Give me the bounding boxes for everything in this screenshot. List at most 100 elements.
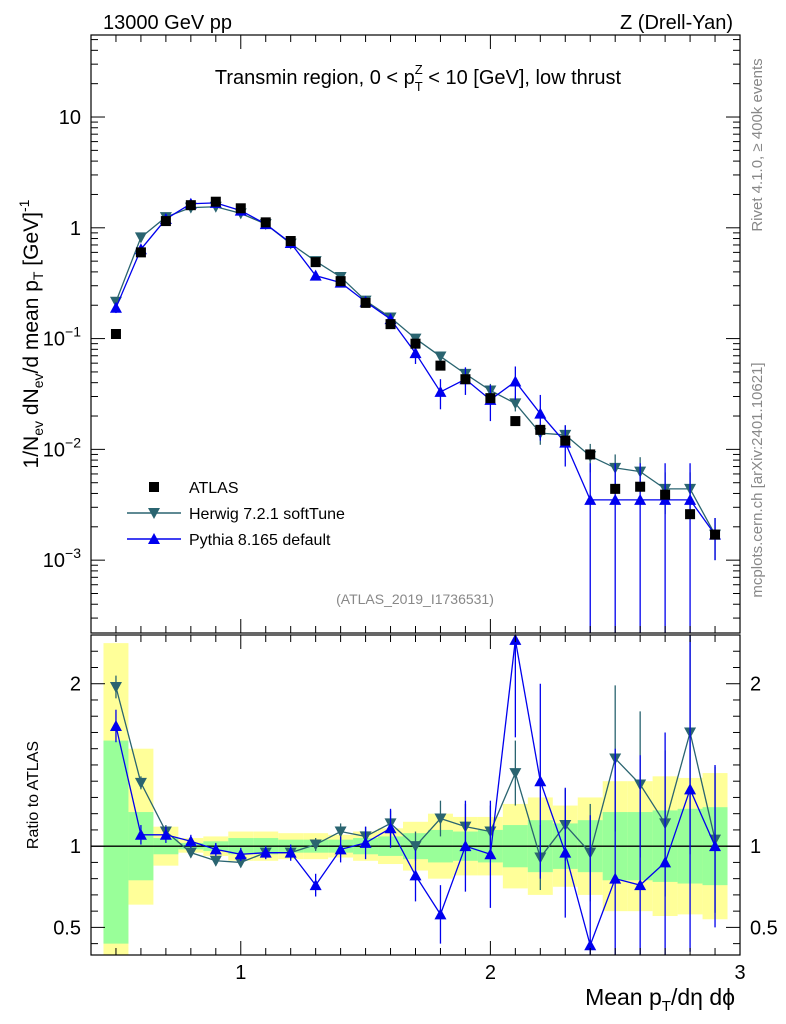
data-point: [710, 529, 721, 540]
energy-label: 13000 GeV pp: [103, 12, 232, 34]
main-y-tick-label: 10−2: [43, 434, 81, 461]
ratio-data-point: [309, 879, 322, 891]
x-tick-label: 1: [235, 962, 246, 984]
ratio-data-point: [509, 768, 522, 780]
ratio-data-point: [184, 835, 197, 847]
data-point: [235, 203, 246, 214]
mcplots-label: mcplots.cern.ch [arXiv:2401.10621]: [749, 362, 766, 597]
ratio-data-point: [634, 879, 647, 891]
data-point: [434, 385, 447, 397]
ratio-data-point: [409, 869, 422, 881]
x-tick-label: 3: [734, 962, 745, 984]
ratio-panel: 0.5 0.5 1 1 2 2 1 2 3 Ratio to ATLAS Mean pT/dη …: [25, 633, 778, 1015]
series-pythia-8-165-default: [109, 196, 722, 633]
ratio-data-point: [584, 939, 597, 951]
ratio-data-point: [659, 856, 672, 868]
ratio-data-point: [359, 836, 372, 848]
ratio-data-layer: [91, 633, 740, 955]
data-point: [360, 297, 371, 308]
data-point: [460, 374, 471, 385]
legend: ATLAS Herwig 7.2.1 softTune Pythia 8.165 d…: [127, 480, 345, 549]
ratio-data-point: [609, 872, 622, 884]
data-point: [109, 301, 122, 313]
series-atlas: [110, 196, 721, 540]
data-point: [185, 200, 196, 211]
ratio-data-point: [234, 848, 247, 860]
ratio-data-point: [409, 841, 422, 853]
ratio-series-pythia-8-165-default: [109, 633, 722, 955]
legend-marker: [148, 508, 160, 519]
data-point: [410, 338, 421, 349]
main-ticks: 10 1 10−1 10−2 10−3: [43, 35, 741, 633]
ratio-y-tick-label: 0.5: [53, 917, 81, 939]
data-point: [509, 398, 522, 410]
ratio-y-tick-label-right: 2: [750, 674, 761, 696]
data-point: [510, 416, 521, 427]
data-point: [135, 247, 146, 258]
ratio-data-point: [434, 813, 447, 825]
x-tick-label: 2: [485, 962, 496, 984]
data-point: [609, 493, 622, 505]
ratio-ticks: 0.5 0.5 1 1 2 2 1 2 3: [53, 635, 778, 984]
ratio-data-point: [559, 846, 572, 858]
main-y-tick-label: 10−3: [43, 545, 81, 572]
data-point: [260, 217, 271, 228]
ratio-y-tick-label-right: 1: [750, 836, 761, 858]
ratio-data-point: [134, 828, 147, 840]
ratio-y-axis-label: Ratio to ATLAS: [25, 741, 42, 849]
legend-label: Herwig 7.2.1 softTune: [189, 506, 345, 523]
ratio-data-point: [334, 843, 347, 855]
data-point: [685, 509, 696, 520]
ratio-y-tick-label: 1: [70, 836, 81, 858]
main-y-tick-label: 1: [70, 218, 81, 240]
data-point: [160, 216, 171, 227]
main-panel: 10 1 10−1 10−2 10−3 Transmin region, 0 < pZ T…: [16, 34, 741, 634]
ratio-data-point: [234, 857, 247, 869]
data-point: [434, 351, 447, 363]
ratio-data-point: [534, 775, 547, 787]
data-point: [610, 483, 621, 494]
data-point: [310, 257, 321, 268]
uncertainty-band-green: [103, 740, 129, 944]
process-label: Z (Drell-Yan): [620, 12, 733, 34]
ratio-data-point: [209, 855, 222, 867]
ratio-data-point: [284, 846, 297, 858]
data-point: [509, 375, 522, 387]
ratio-data-point: [159, 828, 172, 840]
data-point: [635, 481, 646, 492]
ratio-data-point: [434, 908, 447, 920]
data-point: [585, 449, 596, 460]
data-point: [660, 489, 671, 500]
data-point: [485, 393, 496, 404]
data-point: [435, 360, 446, 371]
legend-label: ATLAS: [189, 480, 239, 497]
ratio-data-point: [134, 777, 147, 789]
rivet-label: Rivet 4.1.0, ≥ 400k events: [749, 58, 766, 231]
main-y-tick-label: 10: [59, 107, 81, 129]
ratio-data-point: [184, 847, 197, 859]
data-point: [409, 347, 422, 359]
ratio-data-point: [209, 843, 222, 855]
ratio-data-point: [709, 840, 722, 852]
ratio-data-point: [309, 839, 322, 851]
ratio-data-point: [334, 826, 347, 838]
data-point: [560, 435, 571, 446]
data-point: [134, 232, 147, 244]
main-y-axis-label: 1/Nev dNev/d mean pT [GeV]-1: [16, 199, 46, 468]
ratio-y-tick-label: 2: [70, 674, 81, 696]
ratio-data-point: [384, 822, 397, 834]
data-point: [634, 493, 647, 505]
ratio-data-point: [459, 840, 472, 852]
data-point: [534, 407, 547, 419]
data-point: [210, 196, 221, 207]
ratio-data-point: [109, 719, 122, 731]
main-y-tick-label: 10−1: [43, 324, 81, 351]
main-data-layer: [109, 196, 722, 633]
legend-label: Pythia 8.165 default: [189, 532, 331, 549]
ratio-data-point: [109, 681, 122, 693]
x-axis-label: Mean pT/dη dϕ: [585, 984, 735, 1015]
data-point: [684, 493, 697, 505]
data-point: [309, 269, 322, 281]
ratio-data-point: [259, 846, 272, 858]
